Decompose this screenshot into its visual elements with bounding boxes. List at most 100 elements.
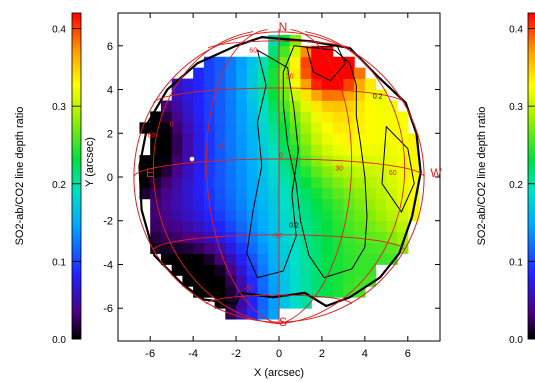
heatmap-cell xyxy=(354,122,366,134)
heatmap-cell xyxy=(257,166,269,178)
colorbar-tick-label: 0.4 xyxy=(52,25,66,36)
heatmap-cell xyxy=(214,177,226,189)
heatmap-cell xyxy=(257,133,269,145)
heatmap-cell xyxy=(236,231,248,243)
heatmap-cell xyxy=(364,275,377,287)
contour-label: 0.2 xyxy=(373,93,383,100)
heatmap-cell xyxy=(257,264,269,276)
heatmap-cell xyxy=(214,67,226,79)
heatmap-cell xyxy=(279,144,291,156)
heatmap-cell xyxy=(289,78,302,90)
heatmap-cell xyxy=(311,122,323,134)
heatmap-cell xyxy=(203,166,216,178)
heatmap-cell xyxy=(407,166,420,178)
heatmap-cell xyxy=(354,253,366,265)
heatmap-cell xyxy=(171,166,183,178)
y-tick-label: 6 xyxy=(107,41,113,53)
heatmap-cell xyxy=(236,209,248,222)
heatmap-cell xyxy=(311,187,323,200)
heatmap-cell xyxy=(321,111,334,123)
heatmap-cell xyxy=(182,209,194,222)
heatmap-cell xyxy=(321,209,334,222)
heatmap-cell xyxy=(214,100,226,112)
heatmap-cell xyxy=(279,187,291,200)
heatmap-cell xyxy=(160,133,173,145)
heatmap-cell xyxy=(182,111,194,123)
heatmap-cell xyxy=(236,89,248,101)
heatmap-cell xyxy=(364,155,377,167)
heatmap-cell xyxy=(300,286,312,298)
y-tick-label: 2 xyxy=(107,128,113,140)
colorbar-tick-label: 0.3 xyxy=(52,102,66,113)
colorbar-left: 0.0 0.1 0.2 0.3 0.4 SO2-ab/CO2 line depth ra… xyxy=(14,12,82,346)
heatmap-cell xyxy=(214,133,226,145)
heatmap-cell xyxy=(386,198,398,211)
heatmap-cell xyxy=(139,187,151,200)
heatmap-cell xyxy=(257,242,269,254)
heatmap-cell xyxy=(321,122,334,134)
heatmap-cell xyxy=(300,297,312,309)
heatmap-cell xyxy=(279,242,291,254)
heatmap-cell xyxy=(343,67,355,79)
heatmap-cell xyxy=(364,264,377,276)
latitude-label: -60 xyxy=(244,286,254,293)
heatmap-cell xyxy=(375,220,387,233)
heatmap-cell xyxy=(289,133,302,145)
heatmap-cell xyxy=(236,100,248,112)
colorbar-tick-label: 0.2 xyxy=(52,180,66,191)
heatmap-cell xyxy=(193,166,205,178)
heatmap-cell xyxy=(300,198,312,211)
heatmap-cell xyxy=(375,133,387,145)
colorbar-left-label: SO2-ab/CO2 line depth ratio xyxy=(14,107,26,246)
heatmap-cell xyxy=(364,111,377,123)
heatmap-cell xyxy=(182,144,194,156)
colorbar-tick-label: 0.1 xyxy=(52,257,66,268)
heatmap-cell xyxy=(257,286,269,298)
heatmap-cell xyxy=(160,242,173,254)
heatmap-cell xyxy=(397,122,409,134)
heatmap-cell xyxy=(182,155,194,167)
heatmap-cell xyxy=(246,56,259,69)
y-tick-label: -4 xyxy=(103,259,113,271)
heatmap-cell xyxy=(246,275,259,287)
heatmap-cell xyxy=(193,209,205,222)
heatmap-cell xyxy=(225,275,237,287)
heatmap-cell xyxy=(193,187,205,200)
heatmap-cell xyxy=(311,220,323,233)
heatmap-cell xyxy=(214,286,226,298)
heatmap-cell xyxy=(182,133,194,145)
heatmap-cell xyxy=(182,198,194,211)
heatmap-cell xyxy=(203,122,216,134)
heatmap-cell xyxy=(279,155,291,167)
heatmap-cell xyxy=(225,253,237,265)
heatmap-cell xyxy=(225,133,237,145)
heatmap-cell xyxy=(203,144,216,156)
heatmap-cell xyxy=(300,253,312,265)
heatmap-cell xyxy=(171,253,183,265)
x-tick-label: -2 xyxy=(231,348,241,360)
heatmap-cell xyxy=(257,187,269,200)
heatmap-cell xyxy=(139,122,151,134)
heatmap-cell xyxy=(300,133,312,145)
heatmap-cell xyxy=(182,78,194,90)
heatmap-cell xyxy=(268,264,280,276)
heatmap-cell xyxy=(343,286,355,298)
heatmap-cell xyxy=(343,198,355,211)
colorbar-tick-label: 0.4 xyxy=(509,25,523,36)
heatmap-cell xyxy=(268,220,280,233)
heatmap-cell xyxy=(386,253,398,265)
heatmap-cell xyxy=(300,209,312,222)
heatmap-cell xyxy=(246,220,259,233)
heatmap-cell xyxy=(214,253,226,265)
heatmap-cell xyxy=(386,209,398,222)
heatmap-cell xyxy=(268,56,280,69)
heatmap-cell xyxy=(268,297,280,309)
heatmap-cell xyxy=(321,253,334,265)
heatmap-cell xyxy=(311,231,323,243)
heatmap-cell xyxy=(225,231,237,243)
y-axis-label: Y (arcsec) xyxy=(84,137,96,187)
heatmap-cell xyxy=(300,111,312,123)
planet-grid-line xyxy=(278,31,406,325)
heatmap-cell xyxy=(397,177,409,189)
